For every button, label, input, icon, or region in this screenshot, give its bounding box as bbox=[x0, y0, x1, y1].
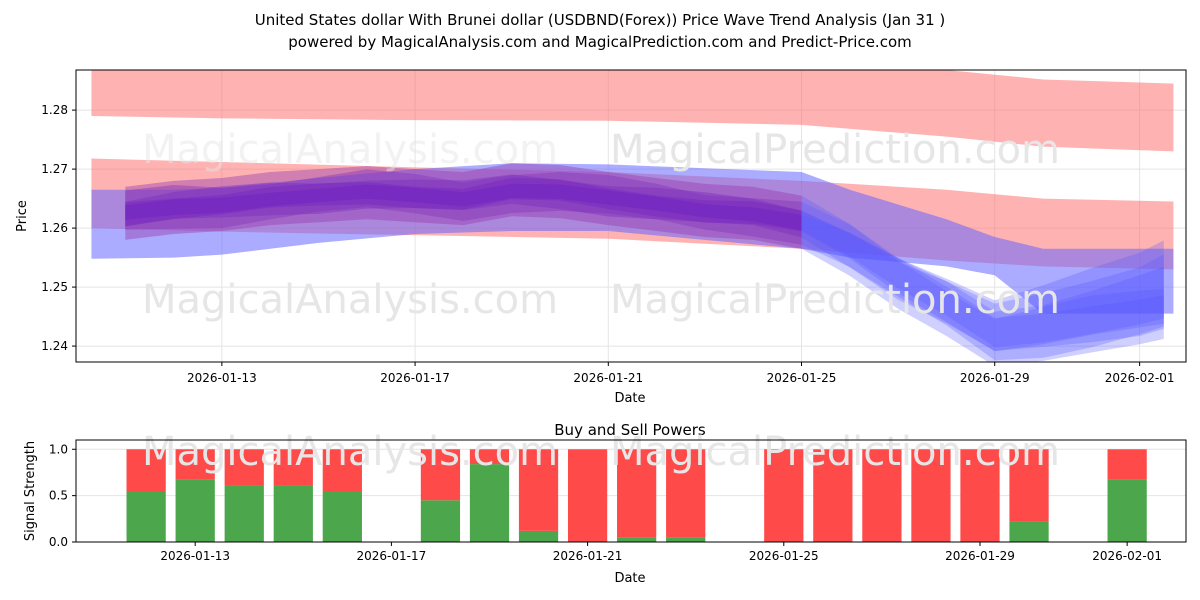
sell-bar bbox=[469, 449, 510, 465]
x-axis-label: Date bbox=[614, 391, 645, 406]
watermark: MagicalPrediction.com bbox=[610, 429, 1060, 475]
buy-bar bbox=[420, 500, 461, 542]
watermark: MagicalAnalysis.com bbox=[142, 127, 558, 173]
wave-band bbox=[125, 183, 802, 231]
x-tick-label: 2026-01-13 bbox=[187, 371, 257, 385]
plot-frame bbox=[75, 439, 1187, 543]
wave-band-forecast bbox=[801, 214, 1164, 347]
x-tick-label: 2026-01-21 bbox=[573, 371, 643, 385]
x-tick-label: 2026-01-25 bbox=[767, 371, 837, 385]
sell-bar bbox=[813, 449, 853, 542]
sell-bar bbox=[518, 449, 559, 531]
sell-bar bbox=[764, 449, 804, 542]
sell-bar bbox=[273, 449, 313, 486]
buy-bar bbox=[322, 491, 362, 542]
buy-bar bbox=[518, 530, 559, 542]
sell-bar bbox=[126, 449, 166, 491]
y-tick-label: 1.26 bbox=[41, 221, 68, 235]
y-tick-label: 1.0 bbox=[49, 442, 68, 456]
x-tick-label: 2026-01-17 bbox=[380, 371, 450, 385]
plot-frame bbox=[75, 69, 1187, 363]
buy-bar bbox=[175, 479, 215, 542]
subplot-title: Buy and Sell Powers bbox=[554, 421, 706, 439]
sell-bar bbox=[567, 449, 608, 542]
watermark: MagicalPrediction.com bbox=[610, 127, 1060, 173]
chart-subtitle: powered by MagicalAnalysis.com and Magic… bbox=[288, 33, 912, 51]
y-tick-label: 0.0 bbox=[49, 535, 68, 549]
x-tick-label: 2026-01-17 bbox=[357, 549, 427, 563]
upper-red-band bbox=[91, 70, 1174, 152]
sell-bar bbox=[617, 449, 657, 538]
x-tick-label: 2026-01-13 bbox=[160, 549, 230, 563]
watermark: MagicalAnalysis.com bbox=[142, 277, 558, 323]
chart-title: United States dollar With Brunei dollar … bbox=[255, 11, 946, 29]
watermark: MagicalAnalysis.com bbox=[142, 429, 558, 475]
sell-bar bbox=[224, 449, 264, 486]
x-tick-label: 2026-01-29 bbox=[960, 371, 1030, 385]
sell-bar bbox=[911, 449, 951, 542]
buy-bar bbox=[617, 537, 657, 542]
wave-band-forecast bbox=[801, 210, 1164, 352]
x-tick-label: 2026-01-21 bbox=[553, 549, 623, 563]
y-tick-label: 1.25 bbox=[41, 280, 68, 294]
watermark: MagicalPrediction.com bbox=[610, 277, 1060, 323]
y-axis-label: Price bbox=[15, 200, 30, 232]
x-axis-label: Date bbox=[614, 571, 645, 586]
sell-bar bbox=[1107, 449, 1147, 480]
sell-bar bbox=[960, 449, 1000, 542]
buy-bar bbox=[273, 485, 313, 542]
buy-bar bbox=[1009, 521, 1049, 542]
wave-band-forecast bbox=[801, 201, 1164, 361]
buy-bar bbox=[666, 537, 706, 542]
x-tick-label: 2026-02-01 bbox=[1105, 371, 1175, 385]
buy-bar bbox=[224, 485, 264, 542]
buy-bar bbox=[1107, 479, 1147, 542]
buy-bar bbox=[126, 491, 166, 542]
buy-bar bbox=[469, 464, 510, 542]
x-tick-label: 2026-01-25 bbox=[749, 549, 819, 563]
y-tick-label: 1.24 bbox=[41, 339, 68, 353]
x-tick-label: 2026-01-29 bbox=[945, 549, 1015, 563]
sell-bar bbox=[862, 449, 902, 542]
buy-sell-plot: Buy and Sell Powers MagicalAnalysis.com … bbox=[23, 421, 1187, 586]
sell-bar bbox=[175, 449, 215, 480]
price-wave-plot: MagicalAnalysis.com MagicalPrediction.co… bbox=[15, 69, 1187, 406]
sell-bar bbox=[1009, 449, 1049, 522]
y-axis-label: Signal Strength bbox=[23, 441, 38, 541]
y-tick-label: 1.28 bbox=[41, 103, 68, 117]
y-tick-label: 1.27 bbox=[41, 162, 68, 176]
sell-bar bbox=[420, 449, 461, 501]
wave-band-forecast bbox=[801, 210, 1164, 351]
sell-bar bbox=[666, 449, 706, 538]
y-tick-label: 0.5 bbox=[49, 489, 68, 503]
wave-band-forecast bbox=[801, 195, 1164, 362]
x-tick-label: 2026-02-01 bbox=[1092, 549, 1162, 563]
sell-bar bbox=[322, 449, 362, 491]
